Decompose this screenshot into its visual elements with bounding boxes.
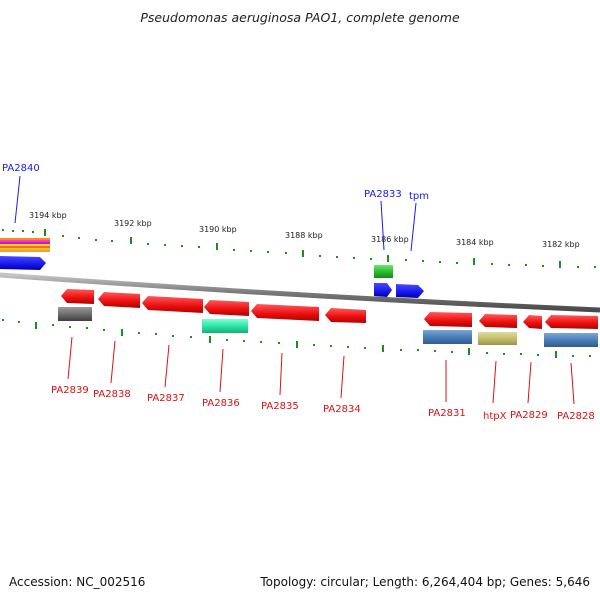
feature-box-khaki[interactable] [478, 332, 517, 345]
ruler-label-3190: 3190 kbp [199, 225, 237, 234]
gene-label-pa2831[interactable]: PA2831 [428, 408, 466, 419]
ruler-label-3186: 3186 kbp [371, 235, 409, 244]
leader-line-pa2840 [14, 175, 21, 224]
gene-label-pa2836[interactable]: PA2836 [202, 398, 240, 409]
gene-label-pa2833[interactable]: PA2833 [364, 189, 402, 200]
genome-backbone [0, 272, 600, 313]
gene-arrow-pa2834[interactable] [325, 308, 366, 323]
gene-label-pa2829[interactable]: PA2829 [510, 410, 548, 421]
feature-box-grey[interactable] [58, 307, 92, 321]
gene-label-tpm[interactable]: tpm [409, 191, 429, 202]
leader-line-htpx [492, 360, 497, 404]
feature-green-2833[interactable] [374, 265, 393, 278]
genome-summary-text: Topology: circular; Length: 6,264,404 bp… [260, 575, 590, 589]
gene-arrow-pa2829[interactable] [523, 315, 542, 329]
gene-label-pa2840[interactable]: PA2840 [2, 163, 40, 174]
ruler-lower [2, 319, 591, 358]
ruler-label-3194: 3194 kbp [29, 211, 67, 220]
gene-arrow-pa2838[interactable] [98, 292, 140, 308]
gene-label-pa2839[interactable]: PA2839 [51, 385, 89, 396]
feature-box-steel-2831[interactable] [423, 330, 472, 344]
gene-label-pa2838[interactable]: PA2838 [93, 389, 131, 400]
leader-line-pa2835 [279, 352, 283, 396]
leader-line-pa2829 [527, 361, 532, 404]
feature-box-teal[interactable] [202, 319, 248, 333]
ruler-label-3184: 3184 kbp [456, 238, 494, 247]
feature-pa2840-stack[interactable] [0, 238, 50, 252]
ruler-label-3192: 3192 kbp [114, 219, 152, 228]
leader-line-tpm [410, 202, 417, 252]
gene-label-pa2835[interactable]: PA2835 [261, 401, 299, 412]
genome-title: Pseudomonas aeruginosa PAO1, complete ge… [140, 10, 460, 25]
gene-arrow-htpx[interactable] [479, 314, 517, 328]
leader-line-pa2837 [164, 344, 170, 388]
leader-line-pa2836 [219, 348, 224, 393]
feature-box-steel-2828[interactable] [544, 333, 598, 347]
ruler-label-3182: 3182 kbp [542, 240, 580, 249]
gene-arrow-pa2839[interactable] [61, 289, 94, 304]
gene-arrow-pa2840[interactable] [0, 256, 46, 270]
leader-line-pa2838 [110, 340, 116, 384]
gene-arrow-pa2836[interactable] [204, 300, 249, 316]
leader-line-pa2833 [380, 200, 385, 251]
gene-arrow-pa2831[interactable] [424, 312, 472, 327]
ruler-label-3188: 3188 kbp [285, 231, 323, 240]
leader-line-pa2834 [340, 355, 345, 399]
gene-arrow-pa2835[interactable] [251, 304, 319, 321]
gene-label-pa2828[interactable]: PA2828 [557, 411, 595, 422]
gene-label-pa2834[interactable]: PA2834 [323, 404, 361, 415]
gene-arrow-tpm[interactable] [396, 284, 424, 298]
gene-label-pa2837[interactable]: PA2837 [147, 393, 185, 404]
gene-arrow-pa2833[interactable] [374, 283, 392, 297]
gene-arrow-pa2837[interactable] [142, 296, 203, 313]
accession-text: Accession: NC_002516 [9, 575, 146, 589]
gene-arrow-pa2828[interactable] [545, 315, 598, 329]
leader-line-pa2839 [67, 336, 73, 380]
leader-line-pa2828 [570, 362, 575, 405]
gene-label-htpx[interactable]: htpX [483, 411, 507, 422]
ruler-upper [2, 229, 596, 268]
